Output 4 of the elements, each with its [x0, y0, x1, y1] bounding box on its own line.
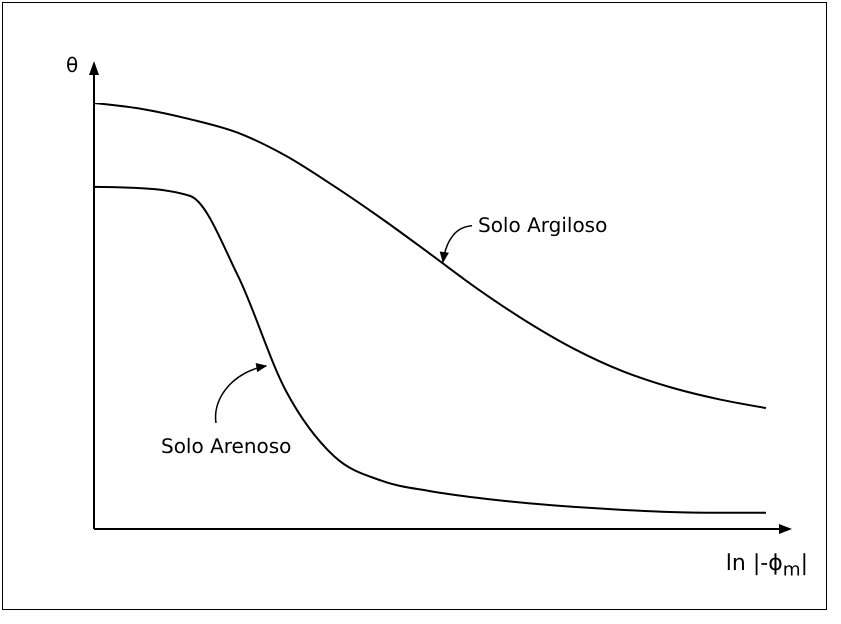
- series-label: Solo Arenoso: [161, 434, 292, 458]
- text: Solo Argiloso: [478, 212, 608, 237]
- y-axis-title: θ: [66, 53, 78, 77]
- x-axis-title: ln |-ϕ$_{m}$|: [726, 551, 808, 580]
